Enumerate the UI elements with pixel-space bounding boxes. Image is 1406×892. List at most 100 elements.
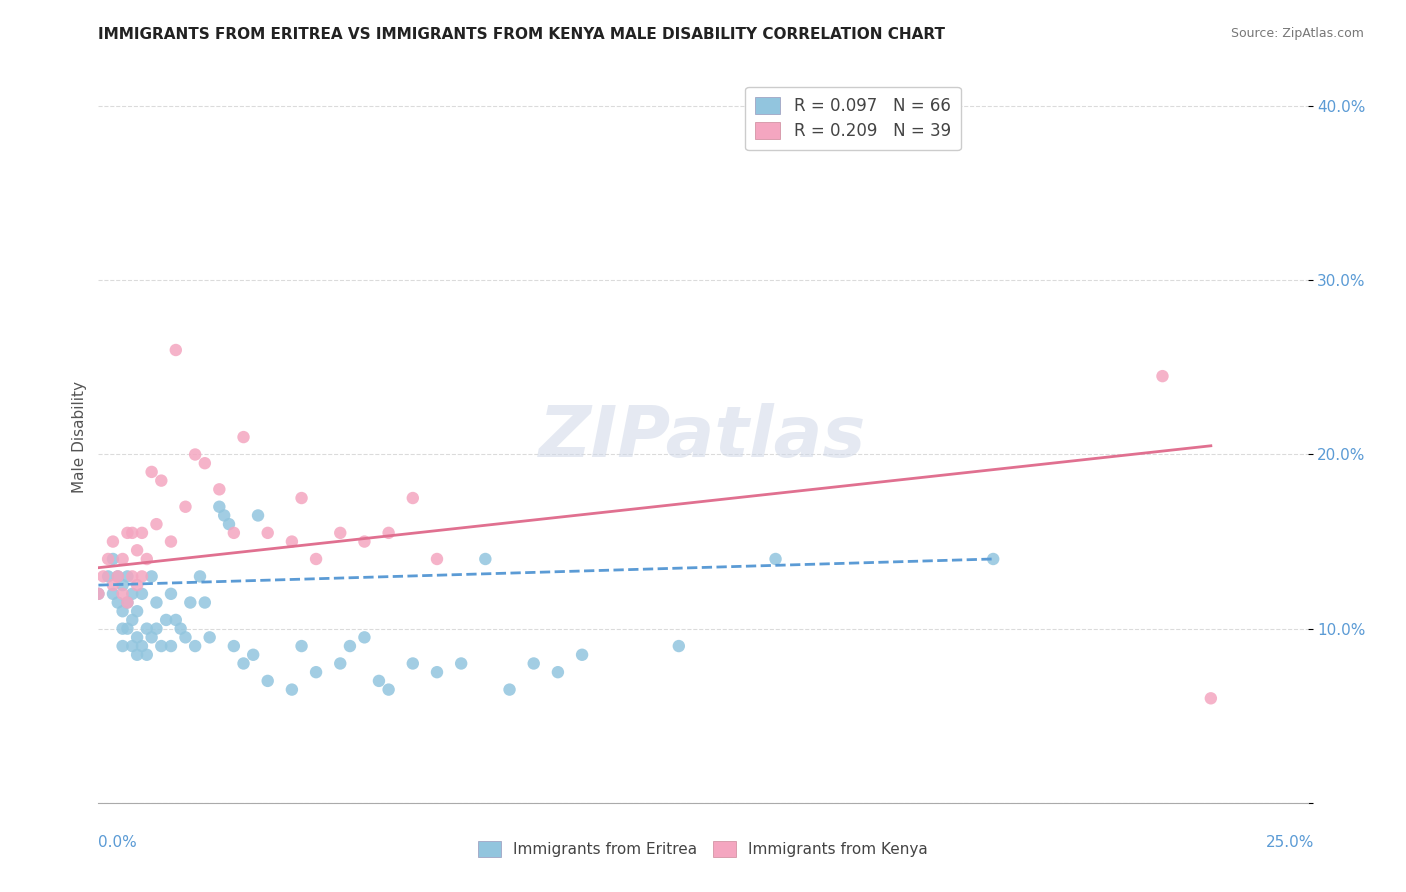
Point — [188, 569, 211, 583]
Point — [117, 569, 139, 583]
Point — [111, 587, 134, 601]
Text: 25.0%: 25.0% — [1267, 836, 1315, 850]
Point — [135, 648, 157, 662]
Point — [232, 657, 254, 671]
Text: 0.0%: 0.0% — [98, 836, 138, 850]
Point — [198, 631, 221, 645]
Point — [247, 508, 270, 523]
Point — [668, 639, 690, 653]
Point — [127, 631, 149, 645]
Point — [97, 552, 120, 566]
Point — [174, 631, 197, 645]
Point — [498, 682, 520, 697]
Point — [155, 613, 177, 627]
Point — [145, 517, 167, 532]
Point — [329, 657, 352, 671]
Point — [523, 657, 546, 671]
Text: Source: ZipAtlas.com: Source: ZipAtlas.com — [1230, 27, 1364, 40]
Point — [281, 682, 304, 697]
Point — [101, 552, 124, 566]
Point — [329, 525, 352, 540]
Point — [981, 552, 1004, 566]
Point — [208, 500, 231, 514]
Y-axis label: Male Disability: Male Disability — [72, 381, 87, 493]
Point — [117, 595, 139, 609]
Point — [121, 587, 143, 601]
Point — [117, 525, 139, 540]
Point — [368, 673, 391, 688]
Point — [135, 552, 157, 566]
Point — [1152, 369, 1174, 384]
Point — [474, 552, 496, 566]
Point — [426, 665, 449, 680]
Legend: Immigrants from Eritrea, Immigrants from Kenya: Immigrants from Eritrea, Immigrants from… — [470, 832, 936, 866]
Point — [87, 587, 110, 601]
Text: ZIPatlas: ZIPatlas — [540, 402, 866, 472]
Point — [131, 569, 153, 583]
Point — [222, 525, 245, 540]
Point — [184, 639, 207, 653]
Point — [402, 657, 425, 671]
Point — [353, 534, 375, 549]
Point — [111, 639, 134, 653]
Point — [131, 525, 153, 540]
Point — [194, 595, 217, 609]
Point — [107, 595, 129, 609]
Point — [1199, 691, 1222, 706]
Point — [101, 578, 124, 592]
Point — [107, 569, 129, 583]
Point — [150, 639, 173, 653]
Point — [117, 595, 139, 609]
Point — [87, 587, 110, 601]
Point — [402, 491, 425, 505]
Point — [160, 639, 183, 653]
Point — [232, 430, 254, 444]
Point — [765, 552, 787, 566]
Point — [179, 595, 201, 609]
Point — [208, 483, 231, 497]
Point — [131, 639, 153, 653]
Point — [377, 525, 399, 540]
Point — [145, 595, 167, 609]
Point — [121, 613, 143, 627]
Point — [281, 534, 304, 549]
Point — [135, 622, 157, 636]
Point — [150, 474, 173, 488]
Point — [160, 587, 183, 601]
Point — [117, 622, 139, 636]
Point — [165, 343, 187, 357]
Point — [242, 648, 264, 662]
Point — [111, 552, 134, 566]
Point — [145, 622, 167, 636]
Point — [127, 543, 149, 558]
Point — [160, 534, 183, 549]
Point — [111, 578, 134, 592]
Point — [426, 552, 449, 566]
Point — [131, 587, 153, 601]
Point — [141, 569, 163, 583]
Point — [290, 639, 312, 653]
Point — [305, 552, 328, 566]
Point — [111, 604, 134, 618]
Point — [101, 587, 124, 601]
Point — [218, 517, 240, 532]
Point — [169, 622, 191, 636]
Point — [290, 491, 312, 505]
Point — [450, 657, 472, 671]
Point — [222, 639, 245, 653]
Point — [121, 639, 143, 653]
Point — [121, 525, 143, 540]
Point — [256, 673, 278, 688]
Point — [107, 569, 129, 583]
Point — [165, 613, 187, 627]
Point — [127, 648, 149, 662]
Point — [127, 578, 149, 592]
Text: IMMIGRANTS FROM ERITREA VS IMMIGRANTS FROM KENYA MALE DISABILITY CORRELATION CHA: IMMIGRANTS FROM ERITREA VS IMMIGRANTS FR… — [98, 27, 945, 42]
Point — [547, 665, 569, 680]
Point — [91, 569, 114, 583]
Point — [141, 631, 163, 645]
Point — [174, 500, 197, 514]
Point — [121, 569, 143, 583]
Legend: R = 0.097   N = 66, R = 0.209   N = 39: R = 0.097 N = 66, R = 0.209 N = 39 — [745, 87, 960, 150]
Point — [256, 525, 278, 540]
